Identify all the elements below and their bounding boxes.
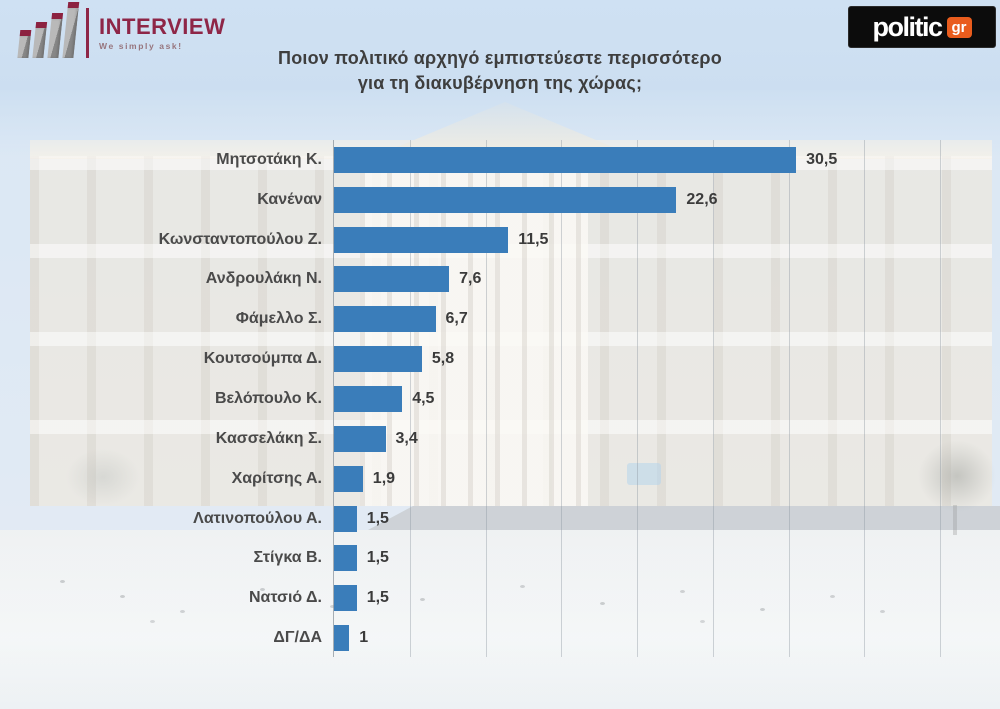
chart-row: Βελόπουλο Κ. 4,5	[0, 379, 1000, 419]
bar	[334, 226, 509, 253]
politic-logo: politic gr	[848, 6, 996, 48]
chart-rows: Μητσοτάκη Κ. 30,5 Κανέναν 22,6 Κωνσταντοπούλ…	[0, 140, 1000, 658]
bar-zone: 5,8	[334, 339, 1000, 379]
chart-row: Κασσελάκη Σ. 3,4	[0, 419, 1000, 459]
value-label: 30,5	[806, 150, 838, 168]
value-label: 1,9	[372, 469, 396, 487]
bar-zone: 1,5	[334, 538, 1000, 578]
bar-zone: 1,5	[334, 578, 1000, 618]
interview-barchart-icon	[17, 2, 80, 58]
chart-row: Φάμελλο Σ. 6,7	[0, 299, 1000, 339]
category-label: Χαρίτσης Α.	[231, 469, 322, 487]
chart-row: ΔΓ/ΔΑ 1	[0, 618, 1000, 658]
bar-zone: 7,6	[334, 260, 1000, 300]
chart-row: Μητσοτάκη Κ. 30,5	[0, 140, 1000, 180]
bar-zone: 1,5	[334, 499, 1000, 539]
bar-zone: 6,7	[334, 299, 1000, 339]
interview-tagline: We simply ask!	[99, 40, 183, 51]
category-label: Κωνσταντοπούλου Ζ.	[158, 230, 322, 248]
category-label: ΔΓ/ΔΑ	[273, 629, 322, 647]
bar	[334, 346, 422, 373]
bar-zone: 11,5	[334, 220, 1000, 260]
bar	[334, 425, 386, 452]
bar-zone: 3,4	[334, 419, 1000, 459]
value-label: 22,6	[686, 190, 718, 208]
logo-divider	[86, 8, 89, 58]
bar-zone: 1,9	[334, 459, 1000, 499]
value-label: 1,5	[366, 549, 389, 567]
interview-logo: INTERVIEW We simply ask!	[17, 2, 226, 58]
chart-row: Νατσιό Δ. 1,5	[0, 578, 1000, 618]
chart-row: Κωνσταντοπούλου Ζ. 11,5	[0, 220, 1000, 260]
chart-title: Ποιον πολιτικό αρχηγό εμπιστεύεστε περισ…	[200, 46, 800, 96]
category-label: Νατσιό Δ.	[248, 589, 322, 607]
value-label: 3,4	[395, 429, 418, 447]
category-label: Λατινοπούλου Α.	[193, 509, 322, 527]
bar	[334, 465, 363, 492]
category-label: Μητσοτάκη Κ.	[216, 150, 322, 168]
value-label: 1	[359, 629, 369, 647]
bar-zone: 4,5	[334, 379, 1000, 419]
category-label: Κασσελάκη Σ.	[215, 429, 322, 447]
bar	[334, 146, 797, 173]
bar	[334, 505, 357, 532]
category-label: Φάμελλο Σ.	[235, 310, 322, 328]
chart-row: Λατινοπούλου Α. 1,5	[0, 499, 1000, 539]
category-label: Κουτσούμπα Δ.	[203, 350, 322, 368]
chart-row: Ανδρουλάκη Ν. 7,6	[0, 260, 1000, 300]
value-label: 1,5	[366, 589, 389, 607]
chart-title-line1: Ποιον πολιτικό αρχηγό εμπιστεύεστε περισ…	[278, 48, 722, 68]
category-label: Στίγκα Β.	[253, 549, 322, 567]
value-label: 4,5	[412, 389, 435, 407]
value-label: 11,5	[518, 230, 549, 248]
bar	[334, 625, 350, 652]
interview-logo-text: INTERVIEW	[99, 13, 226, 39]
politic-gr-badge: gr	[946, 16, 972, 38]
bar	[334, 545, 357, 572]
bar	[334, 385, 403, 412]
bar-zone: 22,6	[334, 180, 1000, 220]
chart-row: Χαρίτσης Α. 1,9	[0, 459, 1000, 499]
value-label: 7,6	[459, 270, 482, 288]
chart-row: Στίγκα Β. 1,5	[0, 538, 1000, 578]
chart-row: Κουτσούμπα Δ. 5,8	[0, 339, 1000, 379]
value-label: 5,8	[431, 350, 455, 368]
category-label: Ανδρουλάκη Ν.	[205, 270, 322, 288]
value-label: 1,5	[366, 509, 389, 527]
bar-zone: 30,5	[334, 140, 1000, 180]
bar-chart: Μητσοτάκη Κ. 30,5 Κανέναν 22,6 Κωνσταντοπούλ…	[0, 140, 1000, 658]
category-label: Βελόπουλο Κ.	[215, 389, 322, 407]
bar-zone: 1	[334, 618, 1000, 658]
bar	[334, 186, 677, 213]
bar	[334, 585, 357, 612]
value-label: 6,7	[445, 310, 468, 328]
politic-logo-text: politic	[872, 11, 944, 42]
bar	[334, 306, 436, 333]
chart-title-line2: για τη διακυβέρνηση της χώρας;	[357, 73, 643, 93]
bar	[334, 266, 450, 293]
chart-row: Κανέναν 22,6	[0, 180, 1000, 220]
category-label: Κανέναν	[257, 190, 322, 208]
